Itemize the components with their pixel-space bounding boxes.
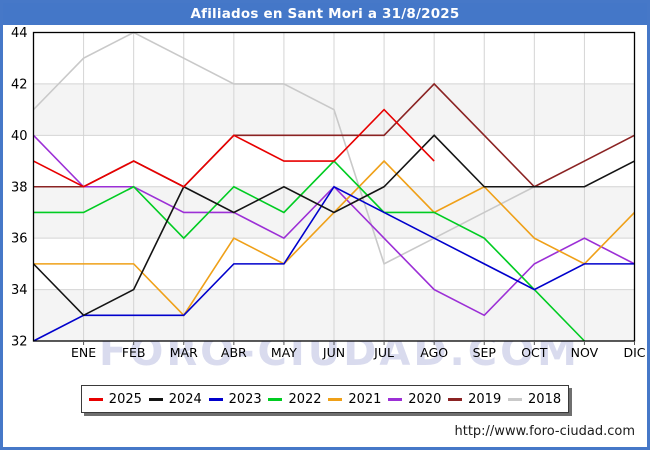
- legend-label-2019: 2019: [468, 391, 502, 407]
- legend-item-2023: 2023: [208, 391, 262, 407]
- legend-item-2022: 2022: [268, 391, 322, 407]
- legend-label-2020: 2020: [408, 391, 442, 407]
- y-tick-label-44: 44: [11, 26, 28, 41]
- y-tick-label-40: 40: [11, 129, 28, 144]
- footer-url: http://www.foro-ciudad.com: [454, 424, 635, 439]
- page-title: Afiliados en Sant Mori a 31/8/2025: [190, 6, 460, 22]
- legend-label-2018: 2018: [528, 391, 562, 407]
- legend-item-2024: 2024: [148, 391, 202, 407]
- x-tick-label-may: MAY: [271, 345, 297, 360]
- x-tick-label-nov: NOV: [571, 345, 599, 360]
- x-tick-label-jun: JUN: [322, 345, 345, 360]
- legend-item-2018: 2018: [508, 392, 561, 407]
- legend-label-2025: 2025: [108, 391, 142, 407]
- legend-dash-2024: [148, 397, 163, 401]
- y-tick-label-38: 38: [11, 180, 28, 195]
- x-tick-label-jul: JUL: [373, 345, 394, 360]
- legend-dash-2023: [208, 397, 223, 401]
- x-tick-label-oct: OCT: [521, 345, 548, 360]
- legend-dash-2020: [388, 397, 403, 401]
- y-tick-label-36: 36: [11, 232, 28, 247]
- legend-dash-2019: [448, 397, 463, 401]
- y-axis-labels: 44 42 40 38 36 34 32: [11, 26, 28, 350]
- series-line-2022: [33, 159, 585, 342]
- legend-label-2023: 2023: [228, 391, 262, 407]
- x-tick-label-dic: DIC: [623, 345, 645, 360]
- x-tick-label-sep: SEP: [473, 345, 497, 360]
- series-lines: [32, 31, 636, 342]
- y-tick-label-42: 42: [11, 77, 28, 92]
- affiliates-line-chart: 44 42 40 38 36 34 32 ENE FEB MAR ABR MAY JUN JUL AGO SE…: [11, 26, 646, 360]
- series-line-2023: [33, 185, 635, 342]
- legend-label-2021: 2021: [348, 391, 382, 407]
- legend-label-2024: 2024: [168, 391, 202, 407]
- chart-legend: 2025 2024 2023 2022 2021 2020 2019 2018: [81, 385, 569, 413]
- legend-item-2021: 2021: [328, 392, 381, 407]
- x-tick-label-mar: MAR: [170, 345, 198, 360]
- legend-dash-2022: [268, 397, 283, 401]
- x-axis-ticks: [83, 341, 635, 345]
- title-bar: Afiliados en Sant Mori a 31/8/2025: [3, 3, 647, 25]
- x-axis-labels: ENE FEB MAR ABR MAY JUN JUL AGO SEP OCT NOV DIC: [71, 345, 646, 360]
- y-tick-label-34: 34: [11, 283, 28, 298]
- legend-item-2019: 2019: [448, 392, 501, 407]
- series-line-2018: [32, 31, 535, 266]
- x-tick-label-ene: ENE: [71, 345, 96, 360]
- legend-item-2020: 2020: [388, 392, 441, 407]
- legend-item-2025: 2025: [88, 391, 142, 407]
- legend-dash-2021: [328, 397, 343, 401]
- legend-dash-2018: [508, 397, 523, 401]
- series-line-2025: [33, 108, 435, 188]
- y-tick-label-32: 32: [11, 335, 28, 350]
- x-tick-label-feb: FEB: [122, 345, 146, 360]
- series-line-2024: [32, 134, 635, 317]
- legend-dash-2025: [88, 397, 103, 401]
- x-tick-label-ago: AGO: [420, 345, 448, 360]
- legend-label-2022: 2022: [288, 391, 322, 407]
- x-tick-label-abr: ABR: [221, 345, 247, 360]
